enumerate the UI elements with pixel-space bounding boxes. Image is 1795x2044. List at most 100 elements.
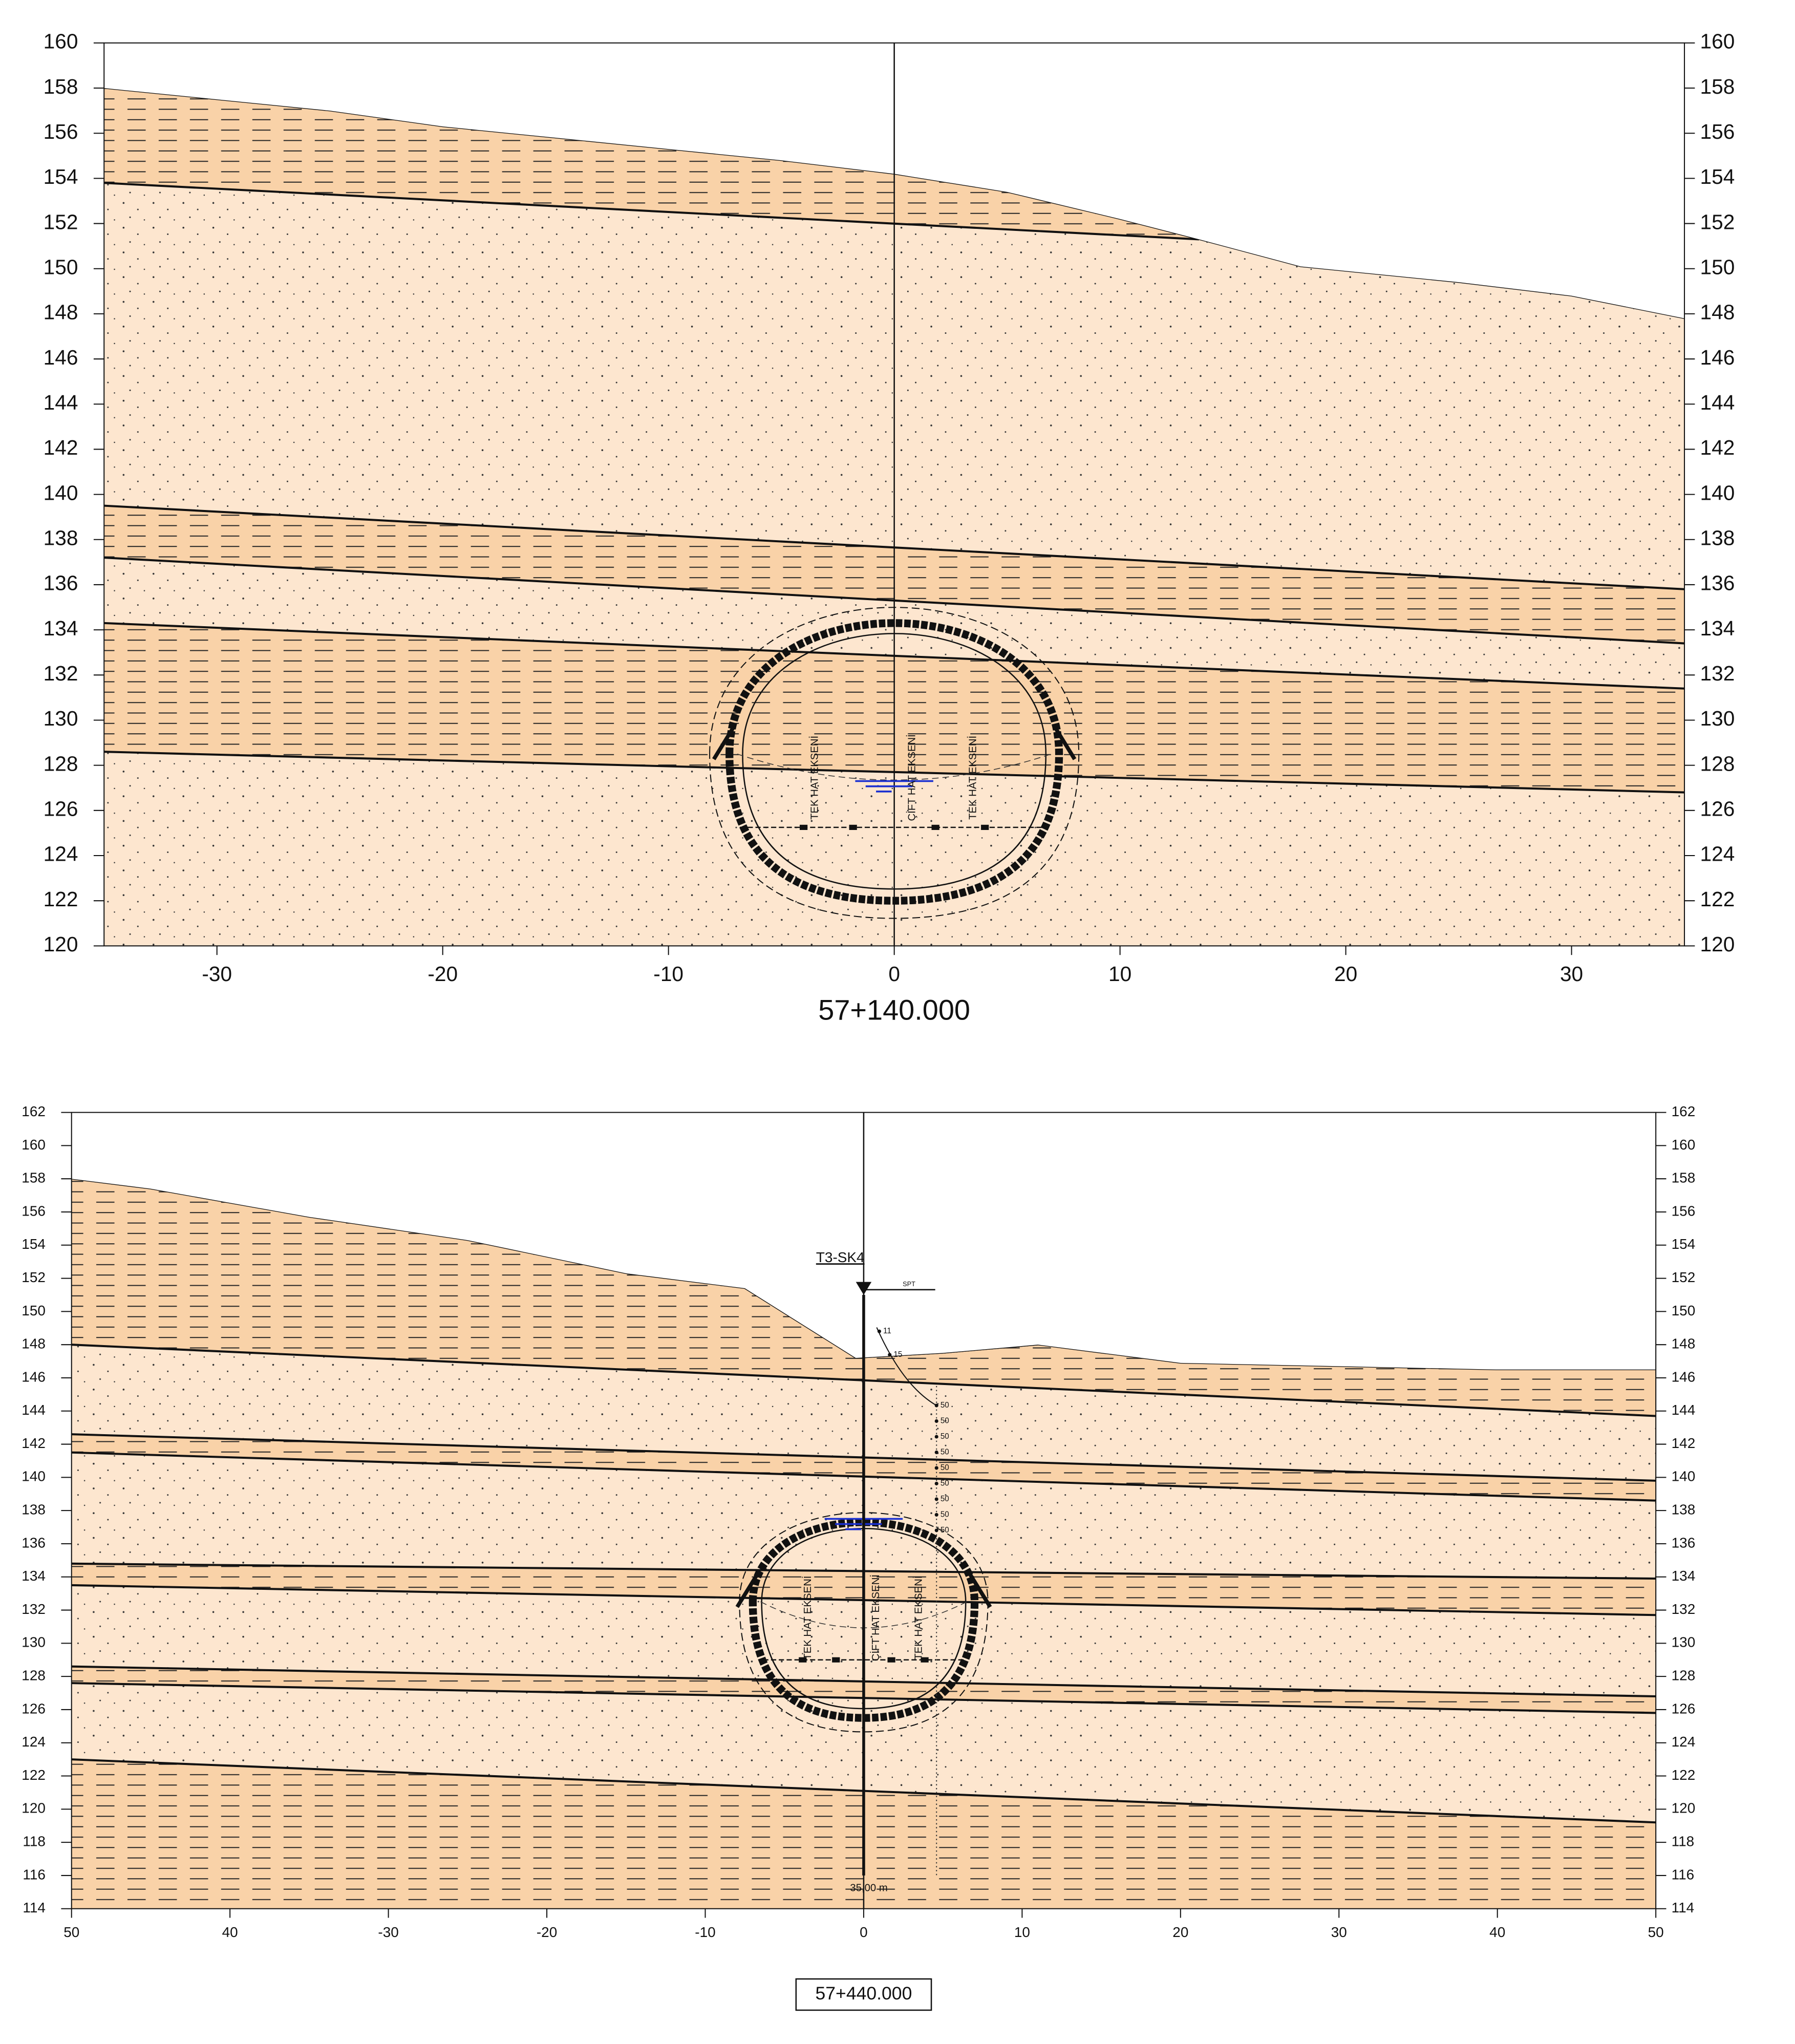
y2-tick-label: 156 [1672, 1203, 1696, 1219]
y-tick-label: 136 [22, 1535, 46, 1550]
layer-boundary [104, 182, 1200, 241]
y-tick-label: 146 [44, 346, 78, 369]
x-tick-label: -10 [653, 962, 683, 986]
y2-tick-label: 154 [1700, 165, 1735, 188]
spt-value: 50 [941, 1495, 949, 1503]
spt-point [934, 1466, 938, 1470]
y-tick-label: 140 [44, 481, 78, 504]
y-tick-label: 124 [44, 842, 78, 866]
y2-tick-label: 146 [1672, 1369, 1696, 1385]
y-tick-label: 150 [44, 255, 78, 279]
track-axis-label: ÇİFT HAT EKSENİ [870, 1574, 882, 1661]
y-tick-label: 160 [44, 30, 78, 53]
y2-tick-label: 144 [1672, 1402, 1696, 1418]
y-tick-label: 128 [22, 1668, 46, 1684]
y-tick-label: 144 [22, 1402, 46, 1418]
y-tick-label: 162 [22, 1103, 46, 1119]
y2-tick-label: 134 [1672, 1568, 1696, 1584]
y-tick-label: 154 [44, 165, 78, 188]
y-tick-label: 152 [22, 1269, 46, 1285]
rail [849, 824, 857, 830]
station-box [795, 1978, 932, 2011]
invert-arc [737, 753, 1052, 781]
y-tick-label: 122 [44, 887, 78, 911]
tunnel-wing [735, 1572, 992, 1608]
section: TEK HAT EKSENİ ÇİFT HAT EKSENİ TEK HAT EKS… [44, 30, 1735, 1026]
x-tick-label: 40 [1489, 1924, 1505, 1940]
y-tick-label: 118 [23, 1834, 46, 1849]
spt-point [934, 1497, 938, 1501]
spt-point [934, 1528, 938, 1532]
y-tick-label: 120 [44, 932, 78, 956]
spt-point [934, 1481, 938, 1485]
track-axis-label: TEK HAT EKSENİ [809, 736, 821, 820]
y-tick-label: 126 [44, 797, 78, 821]
spt-value: 15 [893, 1350, 902, 1359]
x-tick-label: 20 [1334, 962, 1357, 986]
track-axis-label: ÇİFT HAT EKSENİ [906, 734, 917, 821]
spt-point [934, 1513, 938, 1517]
x-tick-label: -30 [378, 1924, 398, 1940]
y2-tick-label: 142 [1672, 1435, 1696, 1451]
x-tick-label: 30 [1331, 1924, 1347, 1940]
tunnel-wing [712, 724, 1077, 760]
rail [921, 1657, 929, 1663]
spt-trend [876, 1327, 937, 1406]
y2-tick-label: 156 [1700, 120, 1735, 143]
y2-tick-label: 116 [1672, 1866, 1695, 1882]
clay-layer [71, 1179, 1656, 1416]
borehole-marker [856, 1282, 872, 1295]
y-tick-label: 158 [44, 75, 78, 98]
y2-tick-label: 148 [1672, 1336, 1696, 1352]
y2-tick-label: 128 [1672, 1668, 1696, 1684]
section: TEK HAT EKSENİ ÇİFT HAT EKSENİ TEK HAT EKS… [22, 1103, 1696, 2011]
y2-tick-label: 162 [1672, 1103, 1696, 1119]
y2-tick-label: 126 [1700, 797, 1735, 821]
sky [104, 42, 1685, 318]
y2-tick-label: 114 [1672, 1900, 1695, 1915]
y2-tick-label: 144 [1700, 391, 1735, 414]
spt-point [934, 1450, 938, 1455]
spt-value: 50 [941, 1416, 949, 1425]
track-axis-label: TEK HAT EKSENİ [967, 736, 978, 820]
spt-value: 50 [941, 1510, 949, 1519]
spt-label: SPT [903, 1281, 915, 1288]
y2-tick-label: 118 [1672, 1834, 1695, 1849]
spt-value: 50 [941, 1463, 949, 1472]
y-tick-label: 140 [22, 1468, 46, 1484]
x-tick-label: 0 [888, 962, 900, 986]
tunnel-excavation [709, 607, 1080, 919]
track-axis-label: TEK HAT EKSENİ [913, 1576, 925, 1660]
y2-tick-label: 142 [1700, 436, 1735, 459]
y2-tick-label: 148 [1700, 301, 1735, 324]
y2-tick-label: 130 [1672, 1634, 1696, 1650]
section-station: 57+440.000 [816, 1983, 912, 2004]
y2-tick-label: 152 [1700, 210, 1735, 233]
y2-tick-label: 132 [1672, 1601, 1696, 1617]
y-tick-label: 144 [44, 391, 78, 414]
y2-tick-label: 146 [1700, 346, 1735, 369]
clay-layer [104, 88, 1199, 240]
spt-point [934, 1403, 938, 1408]
borehole-name: T3-SK4 [816, 1249, 865, 1265]
y-tick-label: 134 [22, 1568, 46, 1584]
y-tick-label: 116 [23, 1866, 46, 1882]
y2-tick-label: 128 [1700, 752, 1735, 775]
x-tick-label: 20 [1172, 1924, 1188, 1940]
y-tick-label: 142 [44, 436, 78, 459]
y2-tick-label: 138 [1700, 526, 1735, 550]
tunnel-inner [761, 1528, 967, 1710]
rail [981, 824, 989, 830]
rail [931, 824, 939, 830]
y-tick-label: 114 [23, 1900, 46, 1915]
x-tick-label: 40 [222, 1924, 238, 1940]
rail [887, 1657, 895, 1663]
spt-point [888, 1353, 892, 1357]
spt-point [934, 1435, 938, 1439]
rail [832, 1657, 840, 1663]
y-tick-label: 128 [44, 752, 78, 775]
y2-tick-label: 140 [1700, 481, 1735, 504]
y2-tick-label: 124 [1700, 842, 1735, 866]
x-tick-label: -20 [428, 962, 458, 986]
